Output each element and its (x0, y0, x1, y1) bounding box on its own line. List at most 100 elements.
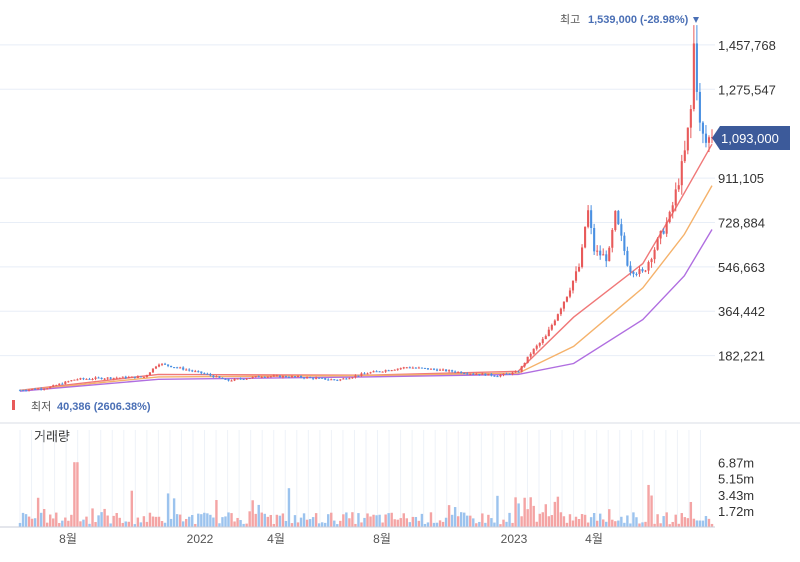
candle-body (393, 369, 396, 371)
candle-body (665, 222, 668, 234)
candle-body (139, 376, 142, 378)
volume-bar (64, 517, 67, 527)
volume-bar (333, 520, 336, 527)
volume-bar (266, 516, 269, 527)
volume-bar (659, 523, 662, 527)
candle-body (281, 376, 284, 378)
candle-body (402, 367, 405, 369)
candle-body (562, 301, 565, 309)
candle-body (284, 376, 287, 378)
candle-body (574, 271, 578, 281)
candle-body (275, 375, 278, 377)
candle-body (221, 377, 224, 379)
candle-body (191, 370, 194, 372)
volume-bar (635, 517, 638, 527)
low-value: 40,386 (2606.38%) (57, 401, 151, 413)
moving-average-line (19, 185, 713, 392)
candle-body (70, 380, 73, 382)
current-price-value: 1,093,000 (721, 131, 779, 146)
volume-bar (30, 518, 34, 527)
candle-body (707, 137, 711, 143)
candle-body (596, 250, 599, 252)
candle-body (484, 373, 487, 376)
volume-bar (203, 512, 206, 527)
candle-body (257, 376, 260, 378)
volume-bar (311, 517, 315, 527)
candle-body (315, 377, 318, 379)
candle-body (535, 345, 538, 349)
candle-body (82, 378, 85, 380)
candle-body (136, 376, 139, 378)
volume-bar (293, 515, 297, 527)
volume-bar (299, 517, 303, 527)
volume-bar (526, 509, 529, 527)
volume-bar (417, 520, 421, 527)
candle-body (472, 373, 475, 375)
volume-bar (163, 522, 167, 527)
volume-bar (638, 523, 641, 527)
candle-body (263, 376, 266, 378)
candle-body (327, 379, 330, 381)
volume-bar (692, 518, 696, 527)
candle-body (236, 378, 239, 380)
candle-body (448, 370, 451, 372)
candle-body (469, 373, 472, 375)
volume-bar (595, 520, 599, 527)
candle-body (339, 379, 342, 381)
volume-bar (665, 512, 668, 527)
candle-body (197, 371, 200, 373)
volume-bar (366, 513, 369, 527)
candle-body (360, 373, 363, 376)
candle-body (496, 376, 499, 378)
candle-body (21, 390, 25, 392)
volume-bar (378, 514, 381, 527)
candle-body (620, 224, 623, 236)
volume-bar (260, 512, 263, 527)
candle-body (475, 373, 478, 375)
x-tick-label: 8월 (59, 532, 77, 546)
volume-bar (523, 497, 526, 527)
price-tick-label: 1,275,547 (718, 82, 776, 97)
volume-bar (27, 516, 31, 527)
volume-bar (484, 522, 487, 527)
candle-body (124, 376, 127, 379)
high-marker-icon (693, 17, 699, 23)
volume-bar (447, 505, 451, 527)
volume-bar (121, 522, 124, 527)
candle-body (451, 370, 454, 372)
candle-body (626, 250, 629, 266)
candle-body (363, 373, 366, 375)
candle-body (384, 370, 387, 372)
candle-body (188, 369, 191, 371)
candle-body (212, 375, 215, 378)
volume-bar (239, 520, 242, 527)
volume-bar (127, 521, 130, 527)
volume-bar (626, 515, 629, 527)
volume-bar (194, 523, 197, 527)
candle-body (336, 379, 339, 381)
volume-bar (469, 515, 472, 527)
volume-bar (145, 521, 149, 527)
volume-bar (275, 514, 279, 527)
candle-body (61, 383, 64, 385)
candle-body (58, 383, 61, 386)
volume-bar (704, 516, 708, 527)
volume-bar (544, 504, 548, 527)
volume-bar (559, 512, 563, 527)
volume-bar (514, 497, 517, 527)
candle-body (106, 377, 109, 379)
volume-bar (39, 512, 43, 527)
volume-bar (435, 522, 439, 527)
price-tick-label: 546,663 (718, 260, 765, 275)
candle-body (254, 376, 257, 378)
volume-bar (136, 517, 140, 527)
candle-body (299, 376, 303, 378)
volume-bar (339, 520, 342, 527)
volume-bar (218, 523, 221, 527)
candle-body (526, 356, 529, 363)
candle-body (369, 372, 372, 374)
candle-body (689, 109, 692, 128)
volume-bar (200, 514, 203, 527)
candle-body (173, 367, 176, 369)
